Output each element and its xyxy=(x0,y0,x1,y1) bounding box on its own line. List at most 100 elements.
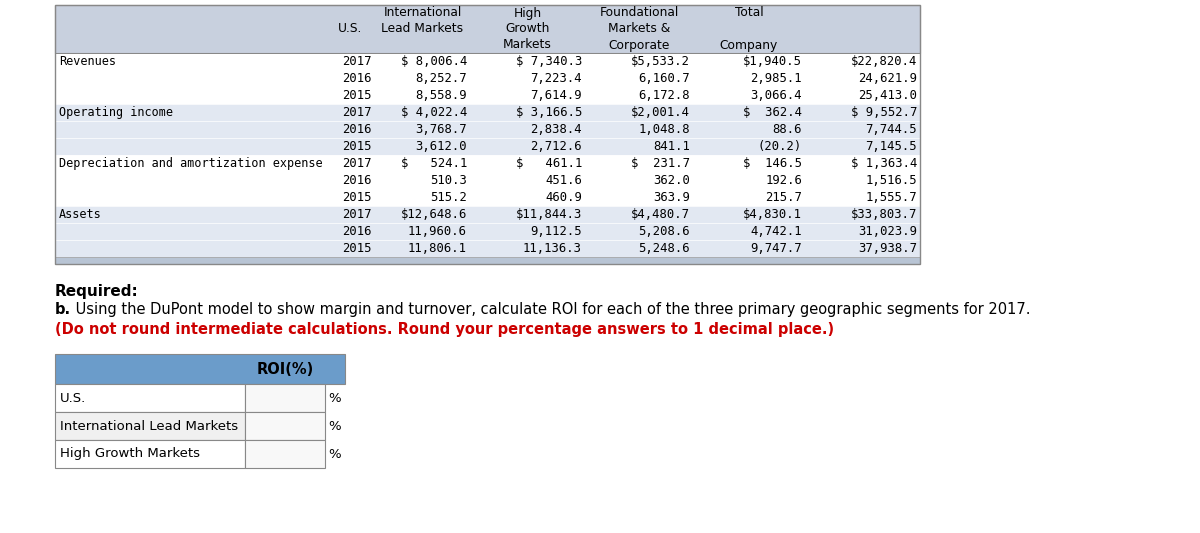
Text: 515.2: 515.2 xyxy=(430,191,467,204)
Text: 3,768.7: 3,768.7 xyxy=(415,123,467,136)
Text: (20.2): (20.2) xyxy=(757,140,802,153)
Text: $22,820.4: $22,820.4 xyxy=(851,55,917,68)
Text: Assets: Assets xyxy=(59,208,102,221)
Text: 2015: 2015 xyxy=(342,140,372,153)
Text: U.S.: U.S. xyxy=(338,22,362,36)
Text: 24,621.9: 24,621.9 xyxy=(858,72,917,85)
Text: $   461.1: $ 461.1 xyxy=(516,157,582,170)
Bar xyxy=(55,87,920,104)
Text: 3,066.4: 3,066.4 xyxy=(750,89,802,102)
Text: Using the DuPont model to show margin and turnover, calculate ROI for each of th: Using the DuPont model to show margin an… xyxy=(71,302,1031,317)
Text: Operating income: Operating income xyxy=(59,106,173,119)
Text: %: % xyxy=(328,448,341,461)
Text: $4,830.1: $4,830.1 xyxy=(743,208,802,221)
Text: 2,838.4: 2,838.4 xyxy=(530,123,582,136)
Text: 25,413.0: 25,413.0 xyxy=(858,89,917,102)
Bar xyxy=(55,223,920,240)
Text: 4,742.1: 4,742.1 xyxy=(750,225,802,238)
Text: High Growth Markets: High Growth Markets xyxy=(60,448,200,461)
Text: 31,023.9: 31,023.9 xyxy=(858,225,917,238)
Text: 5,248.6: 5,248.6 xyxy=(638,242,690,255)
Text: 451.6: 451.6 xyxy=(545,174,582,187)
Text: 2017: 2017 xyxy=(342,157,372,170)
Bar xyxy=(55,206,920,223)
Text: 2017: 2017 xyxy=(342,55,372,68)
Bar xyxy=(55,53,920,70)
Text: 1,555.7: 1,555.7 xyxy=(865,191,917,204)
Text: 2,985.1: 2,985.1 xyxy=(750,72,802,85)
Text: 1,048.8: 1,048.8 xyxy=(638,123,690,136)
Text: $ 4,022.4: $ 4,022.4 xyxy=(401,106,467,119)
Text: 11,806.1: 11,806.1 xyxy=(408,242,467,255)
Bar xyxy=(55,70,920,87)
Text: 7,614.9: 7,614.9 xyxy=(530,89,582,102)
Text: 9,112.5: 9,112.5 xyxy=(530,225,582,238)
Text: 363.9: 363.9 xyxy=(653,191,690,204)
Text: 6,172.8: 6,172.8 xyxy=(638,89,690,102)
Text: 88.6: 88.6 xyxy=(773,123,802,136)
Text: 2017: 2017 xyxy=(342,106,372,119)
Text: 6,160.7: 6,160.7 xyxy=(638,72,690,85)
Bar xyxy=(55,257,920,264)
Text: $12,648.6: $12,648.6 xyxy=(401,208,467,221)
Bar xyxy=(55,138,920,155)
Text: Corporate: Corporate xyxy=(608,38,670,52)
Text: 3,612.0: 3,612.0 xyxy=(415,140,467,153)
Bar xyxy=(55,172,920,189)
Text: 2016: 2016 xyxy=(342,123,372,136)
Text: $ 1,363.4: $ 1,363.4 xyxy=(851,157,917,170)
Bar xyxy=(55,354,346,384)
Text: 2015: 2015 xyxy=(342,89,372,102)
Text: 1,516.5: 1,516.5 xyxy=(865,174,917,187)
Bar xyxy=(245,412,325,440)
Bar xyxy=(55,121,920,138)
Bar xyxy=(245,440,325,468)
Text: 510.3: 510.3 xyxy=(430,174,467,187)
Text: Growth: Growth xyxy=(505,22,550,36)
Text: $  362.4: $ 362.4 xyxy=(743,106,802,119)
Bar xyxy=(55,384,245,412)
Text: $ 8,006.4: $ 8,006.4 xyxy=(401,55,467,68)
Text: $5,533.2: $5,533.2 xyxy=(631,55,690,68)
Text: 8,558.9: 8,558.9 xyxy=(415,89,467,102)
Bar xyxy=(245,384,325,412)
Text: 7,744.5: 7,744.5 xyxy=(865,123,917,136)
Text: $ 9,552.7: $ 9,552.7 xyxy=(851,106,917,119)
Text: 37,938.7: 37,938.7 xyxy=(858,242,917,255)
Text: $11,844.3: $11,844.3 xyxy=(516,208,582,221)
Text: Total: Total xyxy=(734,6,763,20)
Bar xyxy=(55,240,920,257)
Bar xyxy=(55,412,245,440)
Text: 11,960.6: 11,960.6 xyxy=(408,225,467,238)
Text: Markets: Markets xyxy=(503,38,552,52)
Text: $4,480.7: $4,480.7 xyxy=(631,208,690,221)
Text: 2017: 2017 xyxy=(342,208,372,221)
Text: Required:: Required: xyxy=(55,284,139,299)
Text: 7,145.5: 7,145.5 xyxy=(865,140,917,153)
Text: U.S.: U.S. xyxy=(60,392,86,405)
Text: %: % xyxy=(328,419,341,432)
Text: International Lead Markets: International Lead Markets xyxy=(60,419,238,432)
Text: Lead Markets: Lead Markets xyxy=(382,22,463,36)
Text: 11,136.3: 11,136.3 xyxy=(523,242,582,255)
Text: 215.7: 215.7 xyxy=(766,191,802,204)
Text: (Do not round intermediate calculations. Round your percentage answers to 1 deci: (Do not round intermediate calculations.… xyxy=(55,322,834,337)
Text: 2,712.6: 2,712.6 xyxy=(530,140,582,153)
Text: 362.0: 362.0 xyxy=(653,174,690,187)
Text: $  146.5: $ 146.5 xyxy=(743,157,802,170)
Text: ROI(%): ROI(%) xyxy=(257,361,313,376)
Text: 7,223.4: 7,223.4 xyxy=(530,72,582,85)
Text: $   524.1: $ 524.1 xyxy=(401,157,467,170)
Bar xyxy=(55,5,920,53)
Bar xyxy=(55,155,920,172)
Text: 2015: 2015 xyxy=(342,242,372,255)
Text: Company: Company xyxy=(720,38,778,52)
Text: $  231.7: $ 231.7 xyxy=(631,157,690,170)
Bar xyxy=(55,189,920,206)
Text: $2,001.4: $2,001.4 xyxy=(631,106,690,119)
Text: 2015: 2015 xyxy=(342,191,372,204)
Text: b.: b. xyxy=(55,302,71,317)
Text: 460.9: 460.9 xyxy=(545,191,582,204)
Text: Markets &: Markets & xyxy=(608,22,670,36)
Text: International: International xyxy=(383,6,462,20)
